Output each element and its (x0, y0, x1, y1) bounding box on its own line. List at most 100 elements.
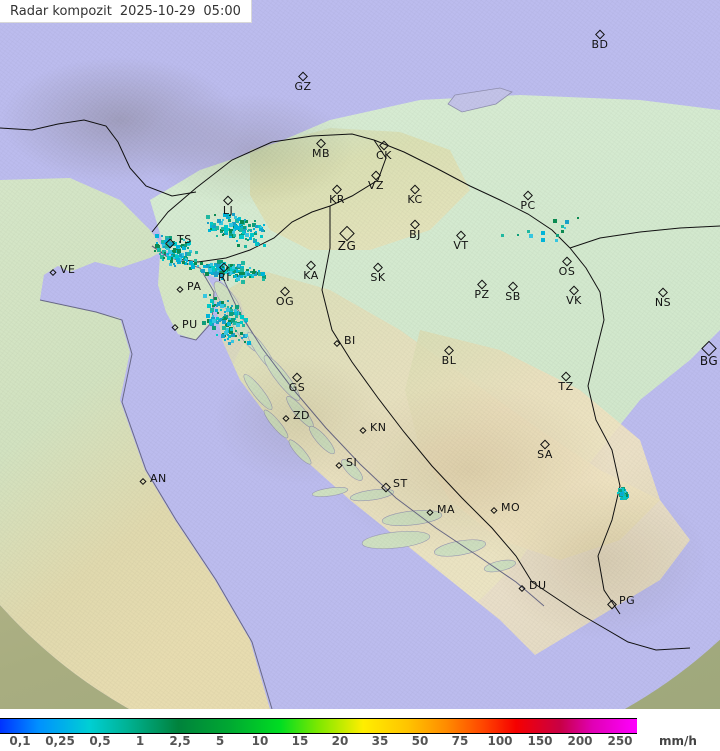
radar-echo-pixel (227, 334, 229, 336)
radar-echo-pixel (224, 331, 228, 335)
radar-echo-pixel (163, 246, 165, 248)
radar-echo-pixel (217, 267, 221, 271)
radar-echo-pixel (617, 492, 619, 494)
radar-echo-pixel (221, 267, 225, 271)
legend-tick-1: 1 (135, 734, 145, 748)
radar-echo-pixel (254, 232, 257, 235)
radar-echo-pixel (214, 263, 217, 266)
radar-echo-pixel (232, 231, 235, 234)
radar-echo-pixel (213, 225, 216, 228)
radar-echo-pixel (260, 235, 263, 238)
radar-echo-pixel (157, 248, 161, 252)
radar-echo-pixel (253, 228, 255, 230)
radar-echo-pixel (252, 274, 254, 276)
radar-echo-pixel (179, 254, 182, 257)
radar-echo-pixel (210, 225, 214, 229)
radar-echo-pixel (194, 262, 197, 265)
city-label: TZ (558, 380, 574, 393)
radar-echo-pixel (620, 488, 624, 492)
terrain-bosnia-mountains (405, 330, 660, 560)
radar-echo-pixel (250, 233, 254, 237)
radar-echo-pixel (222, 326, 226, 330)
city-label: VT (453, 239, 469, 252)
radar-echo-pixel (529, 234, 533, 238)
radar-echo-pixel (233, 229, 235, 231)
legend-tick-labels: 0,1 0,25 0,5 1 2,5 5 10 15 20 35 50 75 100 150 200 250 m… (0, 734, 720, 751)
radar-echo-pixel (223, 304, 225, 306)
radar-echo-pixel (240, 235, 244, 239)
radar-echo-pixel (210, 311, 212, 313)
radar-echo-pixel (201, 269, 205, 273)
radar-echo-pixel (236, 323, 240, 327)
radar-echo-pixel (241, 261, 245, 265)
radar-echo-pixel (247, 239, 249, 241)
radar-echo-pixel (258, 243, 260, 245)
adriatic-sea (40, 250, 560, 709)
radar-echo-pixel (226, 272, 228, 274)
radar-echo-pixel (216, 317, 219, 320)
radar-echo-pixel (242, 324, 245, 327)
city-label: VE (60, 263, 76, 276)
radar-echo-pixel (245, 233, 249, 237)
radar-echo-pixel (245, 220, 248, 223)
radar-echo-pixel (262, 275, 266, 279)
title-bar: Radar kompozit 2025-10-29 05:00 (0, 0, 252, 23)
date-label: 2025-10-29 (119, 3, 196, 19)
radar-echo-pixel (229, 330, 233, 334)
radar-echo-pixel (162, 259, 164, 261)
radar-echo-pixel (212, 304, 215, 307)
radar-echo-pixel (224, 339, 226, 341)
legend-color-scale (0, 718, 637, 734)
radar-echo-pixel (189, 267, 192, 270)
radar-echo-pixel (179, 241, 181, 243)
legend-tick-15: 15 (291, 734, 309, 748)
radar-echo-pixel (236, 240, 238, 242)
radar-echo-pixel (244, 341, 246, 343)
radar-echo-pixel (626, 492, 628, 494)
radar-echo-pixel (235, 305, 239, 309)
radar-echo-pixel (517, 234, 519, 236)
city-label: VZ (367, 179, 385, 192)
radar-echo-pixel (208, 264, 211, 267)
radar-echo-pixel (212, 315, 214, 317)
radar-echo-pixel (214, 304, 216, 306)
radar-echo-pixel (263, 224, 265, 226)
radar-echo-pixel (172, 255, 176, 259)
radar-echo-pixel (258, 270, 260, 272)
city-label: SA (537, 448, 553, 461)
radar-echo-pixel (183, 239, 185, 241)
radar-echo-pixel (243, 273, 247, 277)
radar-echo-pixel (169, 263, 172, 266)
radar-echo-pixel (224, 315, 228, 319)
radar-echo-pixel (246, 269, 249, 272)
radar-echo-pixel (244, 276, 246, 278)
radar-echo-pixel (216, 334, 218, 336)
radar-echo-pixel (203, 265, 206, 268)
radar-echo-pixel (178, 257, 182, 261)
radar-echo-pixel (247, 273, 250, 276)
radar-echo-pixel (623, 496, 626, 499)
radar-echo-pixel (182, 254, 184, 256)
legend: 0,1 0,25 0,5 1 2,5 5 10 15 20 35 50 75 100 150 200 250 m… (0, 709, 720, 751)
radar-echo-pixel (210, 322, 214, 326)
radar-echo-pixel (161, 240, 164, 243)
legend-tick-5: 5 (215, 734, 225, 748)
radar-echo-pixel (168, 250, 172, 254)
radar-echo-pixel (160, 255, 164, 259)
radar-echo-pixel (223, 233, 225, 235)
legend-tick-10: 10 (251, 734, 269, 748)
city-label: AN (150, 472, 167, 485)
radar-echo-pixel (247, 230, 249, 232)
radar-echo-pixel (231, 270, 233, 272)
radar-echo-pixel (222, 320, 226, 324)
radar-echo-pixel (234, 275, 237, 278)
radar-echo-pixel (236, 277, 240, 281)
radar-echo-pixel (221, 227, 224, 230)
radar-map[interactable]: BD GZ MB CK VZ KR KC LJ PC ZG BJ VT TS KA SK OS VE RI OG PZ… (0, 0, 720, 709)
radar-echo-pixel (154, 250, 156, 252)
radar-echo-pixel (541, 231, 545, 235)
radar-echo-pixel (263, 230, 265, 232)
radar-echo-pixel (229, 312, 233, 316)
radar-echo-pixel (203, 294, 207, 298)
radar-echo-pixel (217, 260, 221, 264)
